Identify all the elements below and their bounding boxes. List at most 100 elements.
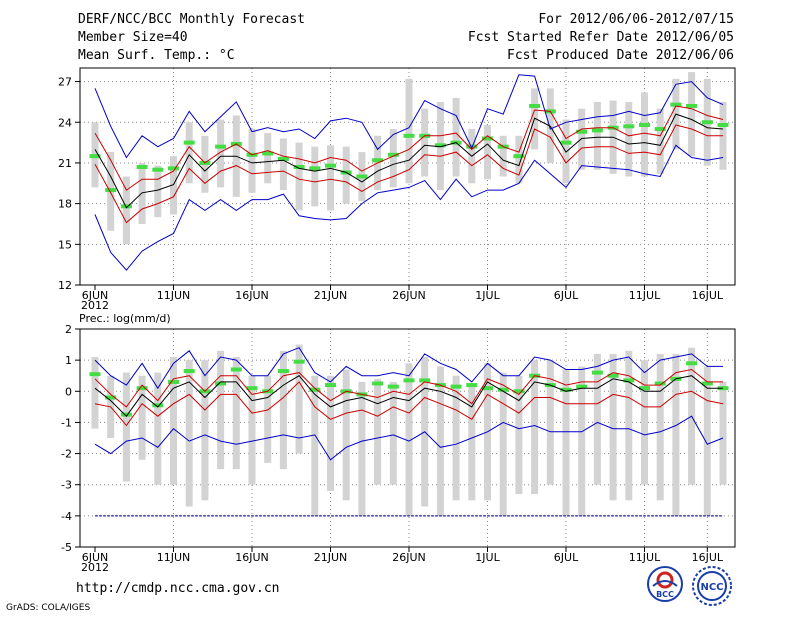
range-box [170,357,177,485]
y-tick-label: -2 [61,448,72,461]
series-max-line [94,347,723,390]
range-box [625,101,633,177]
source-url[interactable]: http://cmdp.ncc.cma.gov.cn [76,581,280,596]
range-box [154,165,162,218]
climatology-mark [560,387,572,392]
range-box [452,375,460,501]
range-box [688,72,696,157]
ncc-logo: NCC [690,566,734,612]
range-box [327,375,334,491]
x-tick-label: 6JUN [82,551,109,564]
climatology-mark [230,367,242,372]
climatology-mark [89,154,101,159]
climatology-mark [168,379,179,384]
x-tick-label: 11JUL [629,551,661,564]
range-box [122,176,130,245]
range-box [499,135,507,177]
range-box [436,366,444,516]
climatology-mark [639,122,650,127]
range-box [421,108,429,177]
range-box [122,372,130,482]
range-box [562,369,570,516]
climatology-mark [120,412,132,417]
range-box [452,97,460,177]
produced-date: Fcst Produced Date 2012/06/06 [507,48,734,63]
climatology-mark [293,359,305,364]
range-box [264,375,272,463]
range-box [264,133,272,184]
climatology-mark [152,167,164,172]
range-box [279,138,287,191]
range-box [311,375,319,516]
climatology-mark [325,383,336,388]
x-tick-label: 16JUN [235,551,269,564]
range-box [578,366,586,516]
climatology-mark [105,188,117,193]
range-box [217,350,225,470]
climatology-mark [215,381,227,386]
climatology-mark [466,383,478,388]
climatology-mark [387,152,399,157]
chart-title: DERF/NCC/BCC Monthly Forecast [78,12,305,27]
forecast-period: For 2012/06/06-2012/07/15 [538,12,734,27]
panel-title: Prec.: log(mm/d) [79,312,171,325]
climatology-mark [591,128,603,133]
x-tick-label: 1JUL [475,289,500,302]
y-tick-label: -1 [61,416,72,429]
bcc-logo: BCC [644,566,686,610]
grads-credit: GrADS: COLA/IGES [6,603,91,613]
climatology-mark [576,384,588,389]
series-min-line [94,415,724,461]
y-tick-label: 18 [58,198,72,211]
y-tick-label: 12 [58,279,72,292]
climatology-mark [686,103,698,108]
range-box [185,122,193,184]
x-tick-year: 2012 [81,299,109,312]
climatology-mark [387,384,399,389]
range-box [531,360,539,495]
range-box [248,375,256,485]
climatology-mark [105,395,117,400]
climatology-mark [513,154,525,159]
x-tick-label: 21JUN [314,289,348,302]
range-box [719,381,727,485]
x-tick-label: 11JUN [157,289,191,302]
range-box [342,146,350,204]
plot-frame [79,328,736,548]
range-box [593,353,601,485]
y-tick-label: -3 [61,479,72,492]
y-tick-label: 21 [58,157,72,170]
climatology-mark [309,387,321,392]
range-box [405,363,413,516]
series-mean-line [94,375,723,417]
climatology-mark [277,369,289,374]
range-box [515,375,523,495]
y-tick-label: 24 [58,116,72,129]
climatology-mark [576,129,588,134]
series-mean-line [94,113,724,209]
climatology-mark [293,165,305,170]
y-tick-label: 1 [65,354,72,367]
range-box [656,108,664,174]
range-box [641,92,648,177]
climatology-mark [560,140,572,145]
climatology-mark [482,136,493,141]
climatology-mark [670,102,682,107]
x-tick-label: 16JUL [692,551,724,564]
y-tick-label: -4 [61,510,72,523]
climatology-mark [607,373,619,378]
range-box [499,372,507,516]
climatology-mark [434,143,446,148]
x-tick-label: 6JUL [554,289,579,302]
climatology-mark [89,372,101,377]
range-box [232,357,240,470]
x-tick-label: 11JUL [629,289,661,302]
climatology-mark [152,403,164,408]
climatology-mark [183,369,195,374]
climatology-mark [246,386,258,391]
climatology-mark [183,140,195,145]
climatology-mark [168,166,179,171]
range-box [578,108,586,170]
